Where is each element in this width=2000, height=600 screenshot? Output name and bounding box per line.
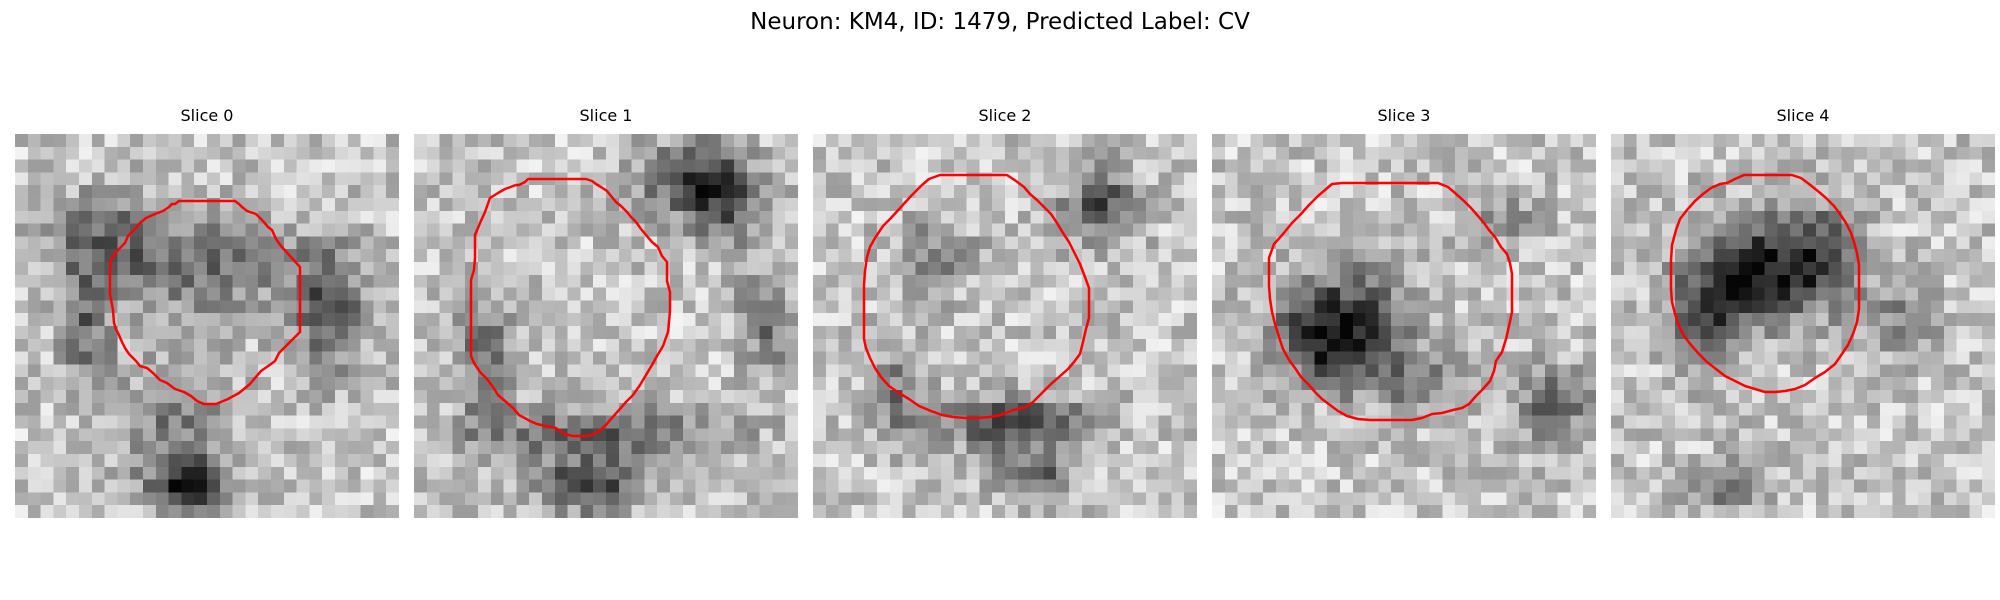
slice-panel-4: Slice 4: [1611, 106, 1995, 530]
slice-title-4: Slice 4: [1776, 106, 1830, 125]
slice-panel-0: Slice 0: [15, 106, 399, 530]
slice-image-4: [1611, 134, 1995, 518]
figure-title: Neuron: KM4, ID: 1479, Predicted Label: …: [750, 9, 1250, 35]
slice-title-2: Slice 2: [978, 106, 1032, 125]
slice-title-0: Slice 0: [180, 106, 234, 125]
slice-panel-1: Slice 1: [414, 106, 798, 530]
slice-title-3: Slice 3: [1377, 106, 1431, 125]
slice-image-0: [15, 134, 399, 518]
slice-image-3: [1212, 134, 1596, 518]
slice-panel-2: Slice 2: [813, 106, 1197, 530]
slice-image-1: [414, 134, 798, 518]
slice-panel-3: Slice 3: [1212, 106, 1596, 530]
slice-image-2: [813, 134, 1197, 518]
slice-title-1: Slice 1: [579, 106, 633, 125]
